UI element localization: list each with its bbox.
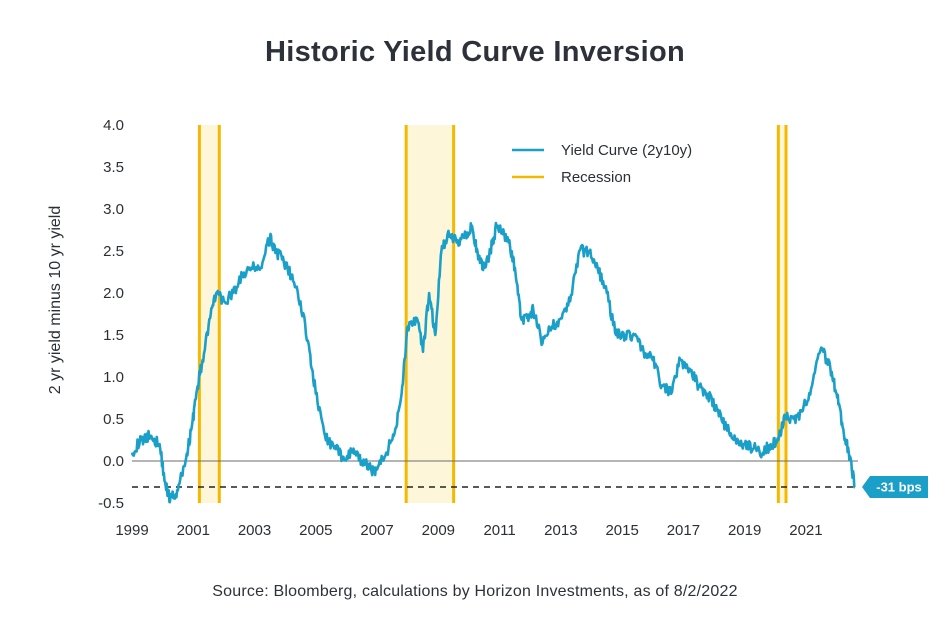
legend: Yield Curve (2y10y) Recession <box>512 142 692 186</box>
recession-band-0 <box>199 125 220 503</box>
recession-band-1 <box>406 125 454 503</box>
callout-badge-shape <box>862 476 928 499</box>
y-tick-label: 1.5 <box>103 327 124 344</box>
legend-label-recession: Recession <box>561 169 631 186</box>
y-axis-label: 2 yr yield minus 10 yr yield <box>47 206 64 395</box>
y-tick-label: 0.5 <box>103 411 124 428</box>
x-tick-label: 2019 <box>728 522 761 539</box>
x-tick-label: 2005 <box>299 522 332 539</box>
y-tick-label: 1.0 <box>103 369 124 386</box>
callout-badge-label: -31 bps <box>876 480 922 495</box>
y-axis-ticks: 4.0 3.5 3.0 2.5 2.0 1.5 1.0 0.5 0.0 -0.5 <box>98 117 124 512</box>
x-tick-label: 2017 <box>667 522 700 539</box>
x-tick-label: 2001 <box>177 522 210 539</box>
x-tick-label: 2003 <box>238 522 271 539</box>
x-axis-ticks: 1999 2001 2003 2005 2007 2009 2011 2013 2015 2017… <box>115 522 822 539</box>
y-tick-label: 3.0 <box>103 201 124 218</box>
y-tick-label: 4.0 <box>103 117 124 134</box>
y-tick-label: -0.5 <box>98 495 124 512</box>
x-tick-label: 1999 <box>115 522 148 539</box>
y-tick-label: 0.0 <box>103 453 124 470</box>
source-note: Source: Bloomberg, calculations by Horiz… <box>212 583 738 600</box>
x-tick-label: 2013 <box>544 522 577 539</box>
x-tick-label: 2009 <box>422 522 455 539</box>
y-tick-label: 2.0 <box>103 285 124 302</box>
chart-title: Historic Yield Curve Inversion <box>265 36 685 68</box>
y-tick-label: 3.5 <box>103 159 124 176</box>
y-tick-label: 2.5 <box>103 243 124 260</box>
x-tick-label: 2011 <box>483 522 515 539</box>
x-tick-label: 2007 <box>360 522 393 539</box>
yield-curve-line <box>130 221 856 504</box>
x-tick-label: 2015 <box>605 522 638 539</box>
recession-bands <box>197 125 788 503</box>
legend-label-yield-curve: Yield Curve (2y10y) <box>561 142 692 159</box>
callout-badge: -31 bps <box>862 476 928 499</box>
x-tick-label: 2021 <box>789 522 822 539</box>
recession-band-2 <box>778 125 787 503</box>
